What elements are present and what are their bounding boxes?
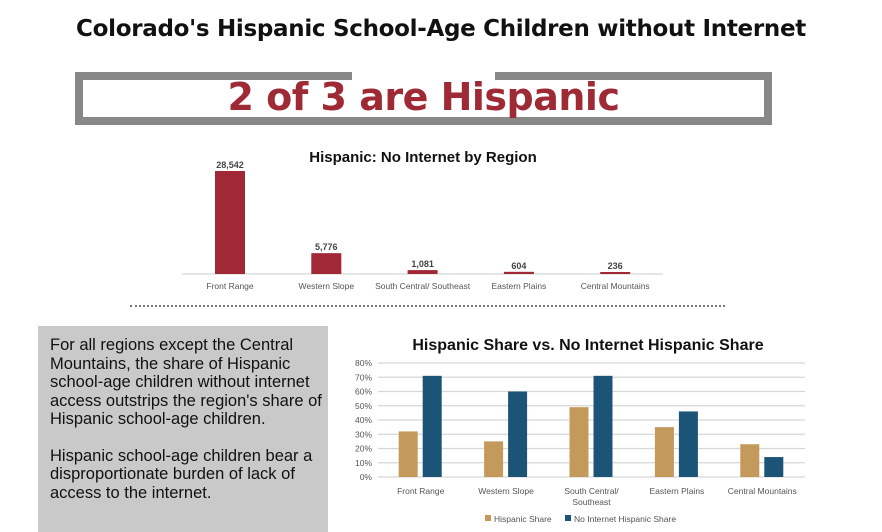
summary-paragraph-1: For all regions except the Central Mount… (50, 336, 322, 428)
legend-label: No Internet Hispanic Share (574, 514, 676, 524)
x-tick-label: Front Range (397, 486, 445, 496)
bar-no-internet-share (593, 375, 613, 477)
dotted-divider (130, 305, 725, 307)
bar-hispanic-share (569, 407, 589, 477)
x-tick-label: South Central/ (564, 486, 619, 496)
summary-paragraph-2: Hispanic school-age children bear a disp… (50, 446, 313, 502)
bar (215, 171, 245, 274)
bar-hispanic-share (740, 444, 760, 477)
y-tick-label: 10% (355, 458, 372, 468)
banner-headline: 2 of 3 are Hispanic (227, 75, 621, 119)
bar-no-internet-share (764, 457, 784, 477)
chart-title: Hispanic: No Internet by Region (309, 149, 537, 166)
bar (311, 253, 342, 274)
legend-swatch (485, 515, 491, 521)
data-label: 236 (608, 261, 623, 271)
x-tick-label: Central Mountains (581, 281, 650, 291)
region-bar-chart: Hispanic: No Internet by Region 28,542 Fro… (182, 149, 663, 291)
bar-no-internet-share (422, 375, 442, 477)
y-tick-label: 30% (355, 429, 372, 439)
legend-swatch (565, 515, 571, 521)
bar (407, 270, 438, 274)
x-tick-label: Western Slope (478, 486, 534, 496)
y-tick-label: 40% (355, 415, 372, 425)
banner-frame-top-left (75, 72, 352, 80)
bar (503, 271, 534, 274)
y-tick-label: 80% (355, 358, 372, 368)
y-tick-label: 60% (355, 387, 372, 397)
chart-title: Hispanic Share vs. No Internet Hispanic … (412, 337, 763, 354)
data-label: 5,776 (315, 242, 338, 252)
banner-frame (75, 72, 772, 125)
x-tick-label: Western Slope (298, 281, 354, 291)
y-tick-label: 50% (355, 401, 372, 411)
data-label: 28,542 (216, 160, 244, 170)
banner-frame-top-right (495, 72, 772, 80)
data-label: 604 (511, 261, 526, 271)
x-tick-label: Eastern Plains (649, 486, 704, 496)
share-comparison-chart: Hispanic Share vs. No Internet Hispanic … (355, 337, 805, 524)
legend-label: Hispanic Share (494, 514, 552, 524)
y-tick-label: 20% (355, 444, 372, 454)
x-tick-label: South Central/ Southeast (375, 281, 471, 291)
bar-no-internet-share (678, 411, 698, 477)
x-tick-label: Southeast (572, 497, 611, 507)
bar-hispanic-share (398, 431, 418, 477)
bar (600, 272, 631, 274)
bar-no-internet-share (508, 391, 528, 477)
x-tick-label: Central Mountains (728, 486, 797, 496)
main-title: Colorado's Hispanic School-Age Children … (76, 16, 806, 42)
x-tick-label: Eastern Plains (491, 281, 546, 291)
bar-hispanic-share (484, 441, 504, 477)
y-tick-label: 0% (360, 472, 373, 482)
y-tick-label: 70% (355, 372, 372, 382)
data-label: 1,081 (411, 259, 434, 269)
bar-hispanic-share (654, 427, 674, 477)
x-tick-label: Front Range (206, 281, 254, 291)
summary-textbox: For all regions except the Central Mount… (38, 326, 328, 532)
